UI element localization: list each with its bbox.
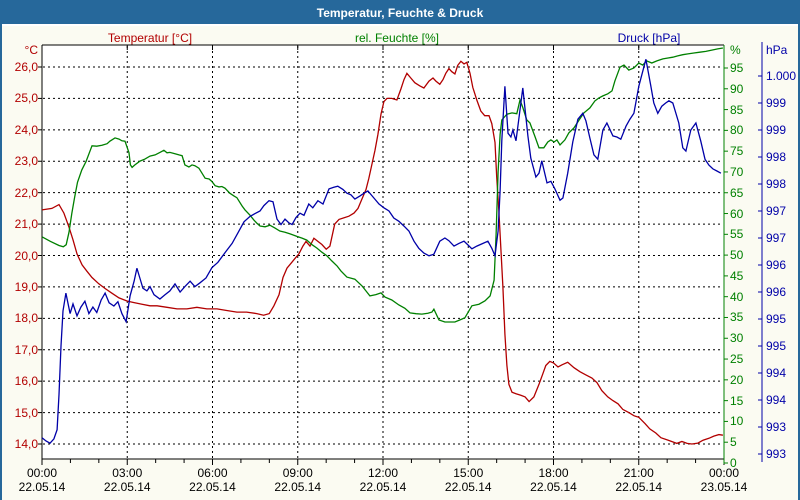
x-axis-date-label: 22.05.14 <box>18 480 66 494</box>
humidity-axis-label: 5 <box>730 435 737 450</box>
series-humidity-line <box>41 47 724 323</box>
temp-axis-label: 16,0 <box>14 374 38 389</box>
humidity-axis-label: 95 <box>730 61 744 75</box>
humidity-axis-label: 80 <box>730 123 744 138</box>
x-axis-date-label: 22.05.14 <box>274 480 322 494</box>
humidity-axis-label: 40 <box>730 289 744 304</box>
humidity-axis-label: 20 <box>730 372 744 387</box>
pressure-axis-label: 995 <box>766 312 787 326</box>
x-axis-date-label: 23.05.14 <box>700 480 748 494</box>
x-axis-date-label: 22.05.14 <box>189 480 236 494</box>
pressure-axis-label: 998 <box>766 150 787 164</box>
pressure-axis-label: 995 <box>766 339 787 353</box>
temp-axis-unit: °C <box>24 43 38 57</box>
humidity-axis-label: 60 <box>730 206 744 221</box>
plot-background <box>42 45 724 459</box>
pressure-axis-label: 996 <box>766 285 787 299</box>
humidity-axis-label: 10 <box>730 414 744 429</box>
temp-axis-label: 15,0 <box>14 405 38 420</box>
humidity-axis-label: 30 <box>730 331 744 346</box>
temp-axis-label: 22,0 <box>14 185 38 200</box>
humidity-axis-unit: % <box>730 43 741 57</box>
x-axis-date-label: 22.05.14 <box>530 480 577 494</box>
pressure-axis-unit: hPa <box>766 43 788 57</box>
legend-pressure: Druck [hPa] <box>617 31 681 45</box>
pressure-axis-label: 994 <box>766 366 787 380</box>
pressure-axis-label: 999 <box>766 96 787 110</box>
humidity-axis-label: 0 <box>730 456 737 470</box>
x-axis-time-label: 21:00 <box>623 466 654 480</box>
x-axis-date-label: 22.05.14 <box>615 480 663 494</box>
pressure-axis-label: 997 <box>766 204 787 218</box>
temp-axis-label: 19,0 <box>14 279 38 294</box>
humidity-axis-label: 25 <box>730 352 744 367</box>
pressure-axis-label: 1.000 <box>766 69 797 83</box>
humidity-axis-label: 15 <box>730 393 744 408</box>
humidity-axis-label: 85 <box>730 102 744 117</box>
temp-axis-label: 20,0 <box>14 248 38 263</box>
humidity-axis-label: 45 <box>730 268 744 283</box>
legend-temperature: Temperatur [°C] <box>107 31 193 45</box>
pressure-axis-label: 998 <box>766 177 787 191</box>
temp-axis-label: 18,0 <box>14 311 38 326</box>
humidity-axis-label: 70 <box>730 164 744 179</box>
x-axis-time-label: 09:00 <box>282 466 313 480</box>
pressure-axis-label: 993 <box>766 447 787 461</box>
series-pressure-line <box>41 59 722 445</box>
x-axis-time-label: 00:00 <box>26 466 58 480</box>
x-axis-time-label: 00:00 <box>708 466 740 480</box>
humidity-axis-label: 90 <box>730 81 744 96</box>
humidity-axis-label: 65 <box>730 185 744 200</box>
window-title: Temperatur, Feuchte & Druck <box>316 6 484 20</box>
pressure-axis-label: 999 <box>766 123 787 137</box>
title-bar: Temperatur, Feuchte & Druck <box>2 2 798 24</box>
x-axis-time-label: 12:00 <box>367 466 399 480</box>
humidity-axis-label: 75 <box>730 144 744 159</box>
legend-humidity: rel. Feuchte [%] <box>354 31 440 45</box>
x-axis-time-label: 03:00 <box>112 466 143 480</box>
x-axis-date-label: 22.05.14 <box>444 480 492 494</box>
temp-axis-label: 14,0 <box>14 437 38 451</box>
temp-axis-label: 21,0 <box>14 217 38 232</box>
temp-axis-label: 23,0 <box>14 154 38 169</box>
x-axis-time-label: 06:00 <box>197 466 228 480</box>
pressure-axis-label: 996 <box>766 258 787 272</box>
humidity-axis-label: 50 <box>730 248 744 263</box>
x-axis-date-label: 22.05.14 <box>103 480 151 494</box>
x-axis-date-label: 22.05.14 <box>359 480 407 494</box>
temp-axis-label: 25,0 <box>14 91 38 106</box>
temp-axis-label: 24,0 <box>14 122 38 137</box>
pressure-axis-label: 997 <box>766 231 787 245</box>
humidity-axis-label: 55 <box>730 227 744 242</box>
pressure-axis-label: 993 <box>766 420 787 434</box>
pressure-axis-label: 994 <box>766 393 787 407</box>
temp-axis-label: 26,0 <box>14 60 38 74</box>
x-axis-time-label: 18:00 <box>538 466 569 480</box>
chart-canvas <box>38 42 763 465</box>
humidity-axis-label: 35 <box>730 310 744 325</box>
x-axis-time-label: 15:00 <box>453 466 484 480</box>
series-temperature-line <box>41 60 723 445</box>
temp-axis-label: 17,0 <box>14 342 38 357</box>
chart-panel: Temperatur [°C] rel. Feuchte [%] Druck [… <box>2 24 798 500</box>
